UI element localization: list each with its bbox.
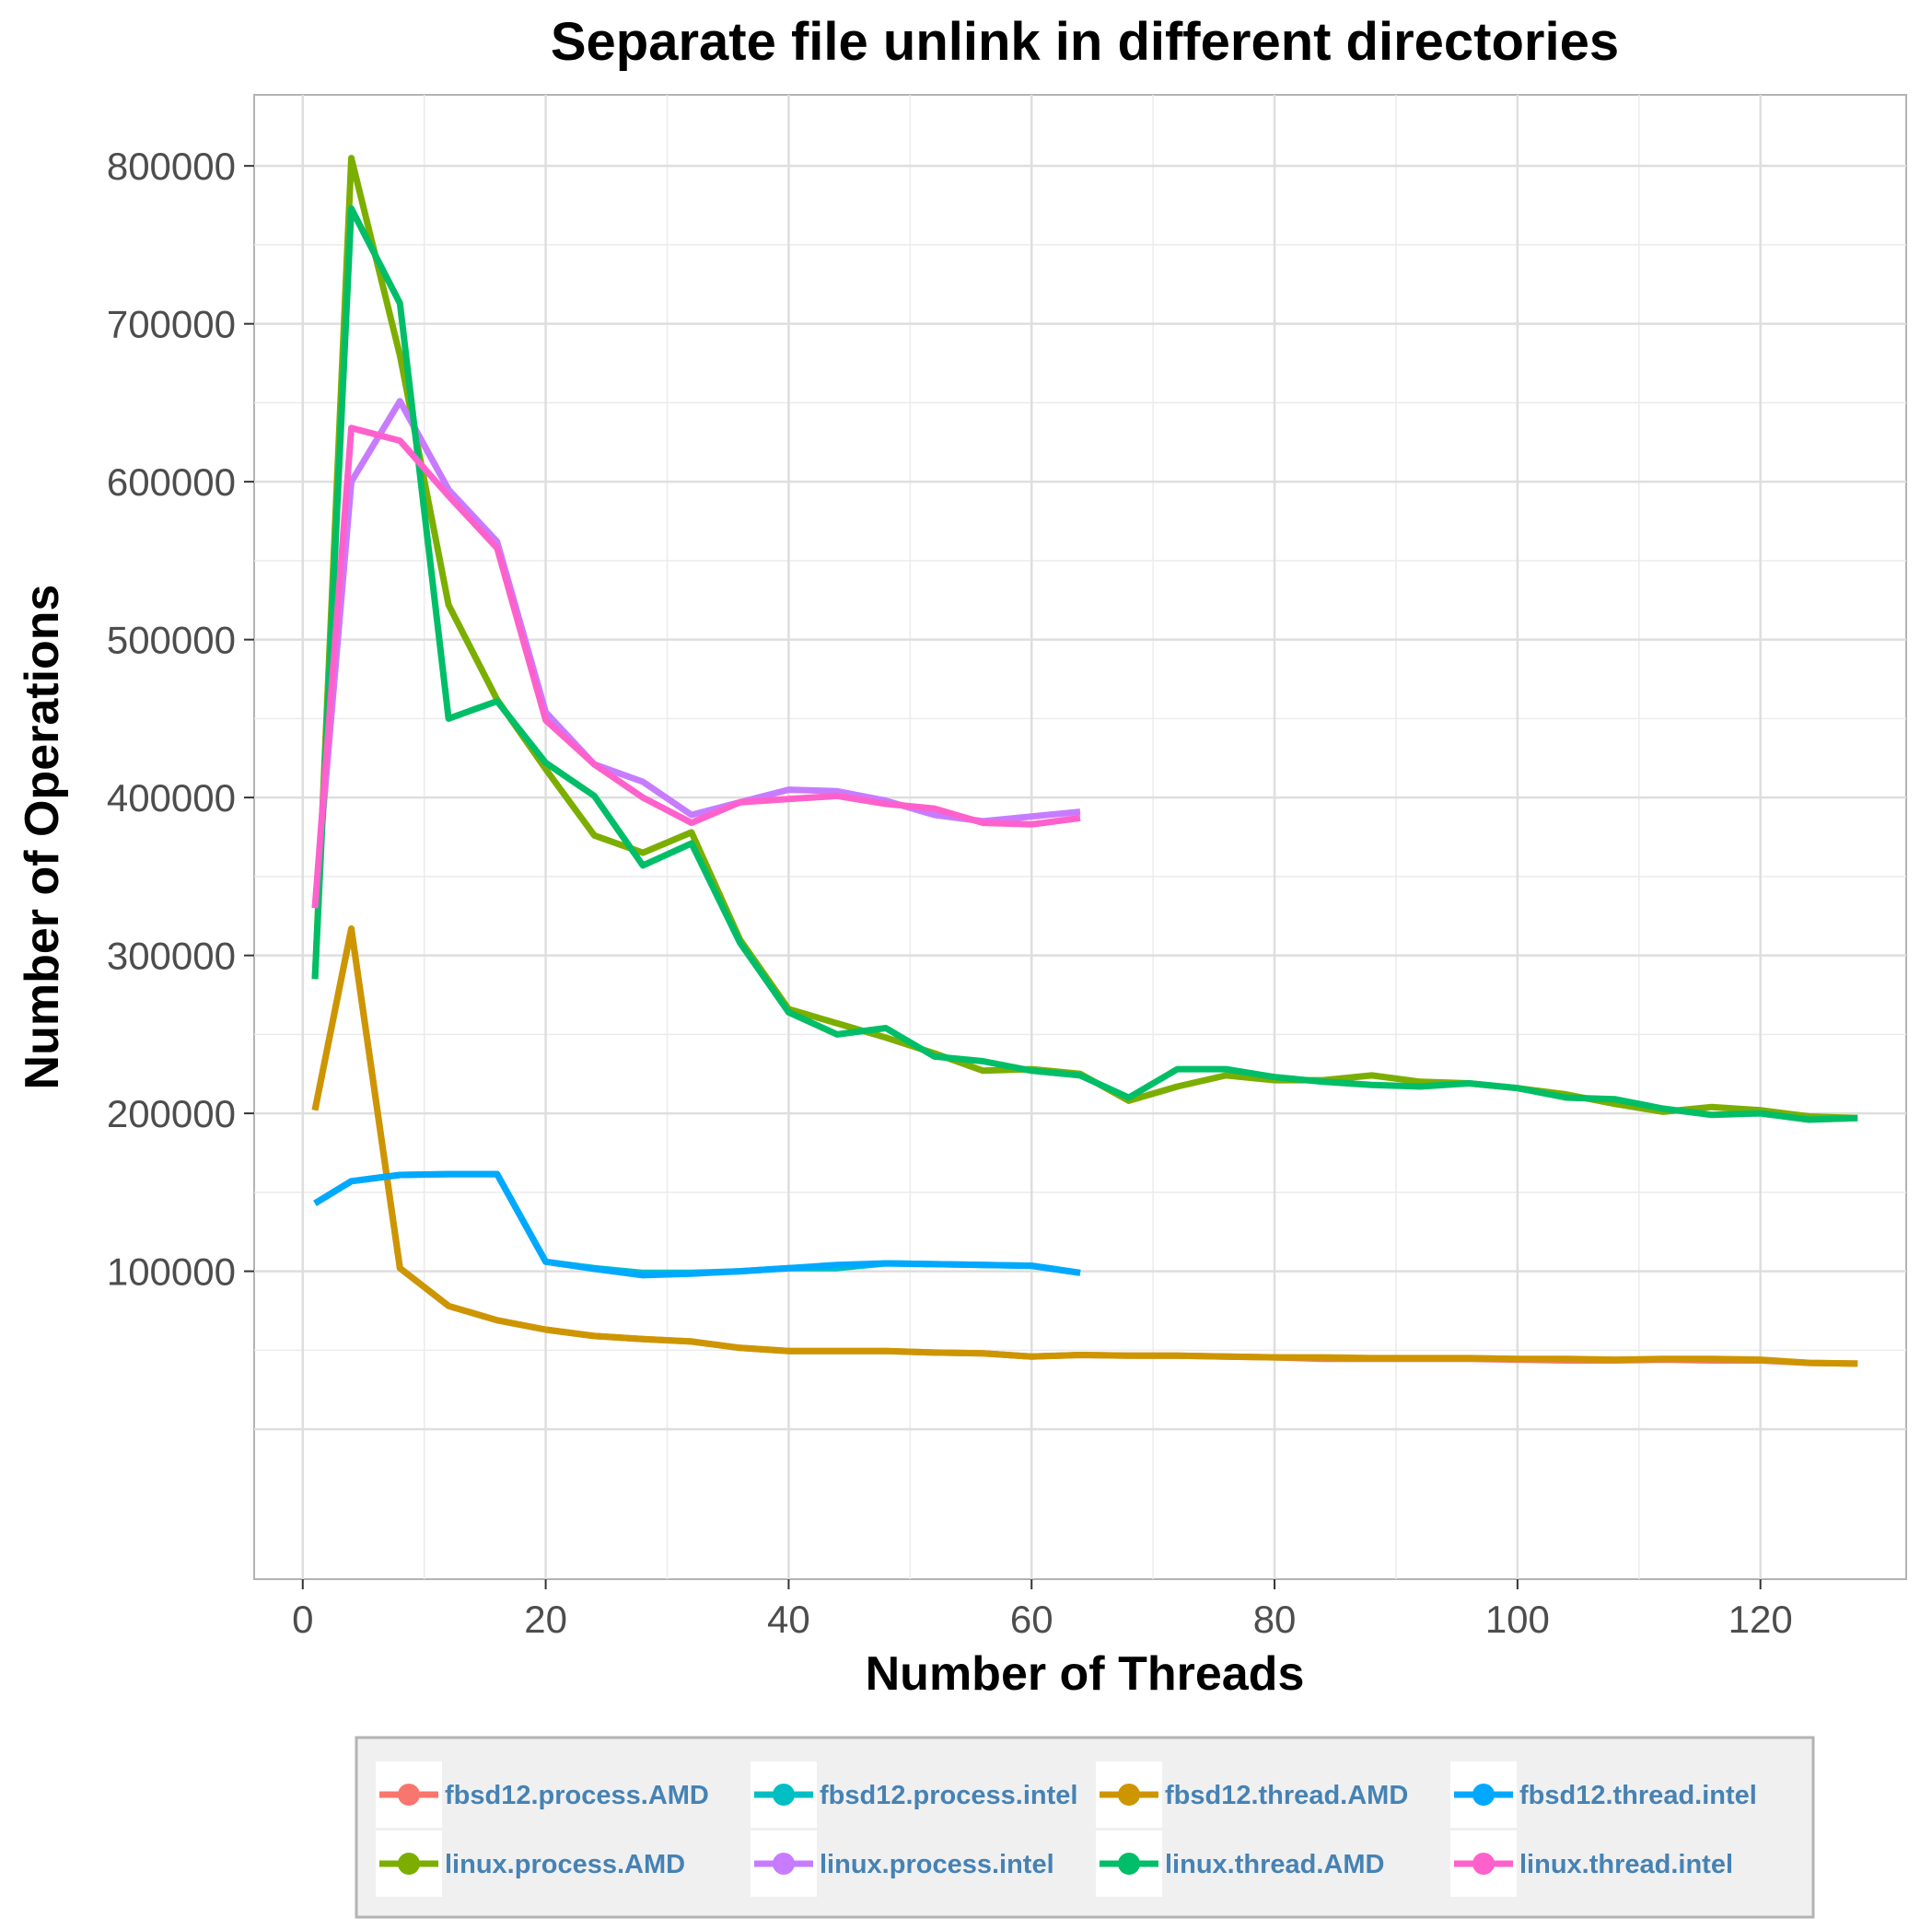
legend-label: linux.thread.AMD — [1165, 1850, 1384, 1879]
y-tick-label: 600000 — [107, 460, 236, 504]
x-tick-label: 100 — [1485, 1598, 1550, 1641]
y-tick-label: 700000 — [107, 303, 236, 346]
legend-key-dot — [773, 1784, 795, 1806]
legend-key-dot — [1472, 1784, 1495, 1806]
x-tick-label: 120 — [1728, 1598, 1793, 1641]
x-tick-label: 40 — [767, 1598, 810, 1641]
legend-label: linux.process.intel — [820, 1850, 1054, 1879]
legend-label: fbsd12.thread.AMD — [1165, 1781, 1408, 1810]
legend-label: fbsd12.process.intel — [820, 1781, 1077, 1810]
y-tick-label: 300000 — [107, 935, 236, 978]
legend-key-dot — [773, 1853, 795, 1875]
grid-minor — [254, 95, 1906, 1579]
x-tick-label: 60 — [1010, 1598, 1053, 1641]
series-line-linux.process.intel — [311, 398, 1081, 909]
y-tick-label: 800000 — [107, 145, 236, 188]
legend-key-dot — [1118, 1853, 1140, 1875]
legend-key-dot — [398, 1853, 420, 1875]
y-tick-label: 500000 — [107, 619, 236, 662]
legend-label: linux.thread.intel — [1519, 1850, 1733, 1879]
series-line-fbsd12.thread.intel — [313, 1170, 1081, 1279]
x-tick-label: 0 — [292, 1598, 313, 1641]
legend: fbsd12.process.AMD linux.process.AMD fbsd1… — [355, 1736, 1815, 1919]
y-axis-title: Number of Operations — [16, 585, 69, 1090]
y-axis-ticks: 100000 200000 300000 400000 500000 600000 7000… — [107, 145, 254, 1294]
legend-label: linux.process.AMD — [445, 1850, 685, 1879]
legend-label: fbsd12.process.AMD — [445, 1781, 709, 1810]
legend-key-dot — [1118, 1784, 1140, 1806]
y-tick-label: 100000 — [107, 1250, 236, 1294]
x-axis-ticks: 0 20 40 60 80 100 120 — [292, 1579, 1793, 1641]
series-line-linux.thread.intel — [311, 424, 1081, 909]
series-lines — [311, 155, 1858, 1367]
y-tick-label: 200000 — [107, 1092, 236, 1135]
series-line-fbsd12.thread.AMD — [311, 925, 1858, 1367]
y-tick-label: 400000 — [107, 776, 236, 820]
x-axis-title: Number of Threads — [866, 1647, 1305, 1701]
x-tick-label: 80 — [1253, 1598, 1297, 1641]
legend-box — [355, 1736, 1815, 1919]
x-tick-label: 20 — [524, 1598, 567, 1641]
legend-key-dot — [398, 1784, 420, 1806]
legend-items: fbsd12.process.AMD linux.process.AMD fbsd1… — [376, 1761, 1757, 1897]
plot-panel — [253, 94, 1907, 1580]
legend-label: fbsd12.thread.intel — [1519, 1781, 1757, 1810]
legend-key-dot — [1472, 1853, 1495, 1875]
series-line-linux.thread.AMD — [311, 205, 1858, 1123]
chart-title: Separate file unlink in different direct… — [551, 12, 1619, 72]
